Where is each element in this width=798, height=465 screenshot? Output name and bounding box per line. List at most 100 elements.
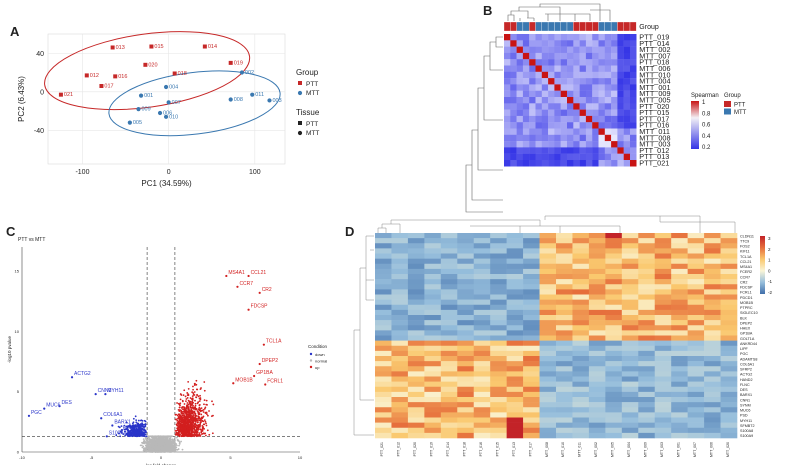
corr-cell [522, 109, 530, 117]
expression-cell [375, 268, 392, 275]
expression-cell [440, 315, 458, 321]
expression-cell [687, 371, 705, 377]
corr-cell [585, 65, 593, 72]
heatmap-d-row-label: ANKRD44 [740, 342, 757, 346]
expression-cell [473, 263, 491, 270]
expression-cell [572, 407, 590, 413]
expression-cell [490, 258, 507, 265]
expression-cell [440, 309, 458, 316]
corr-cell [522, 147, 530, 154]
corr-cell [592, 109, 599, 117]
corr-cell [504, 90, 511, 98]
expression-cell [440, 320, 458, 326]
expression-cell [539, 299, 557, 306]
expression-cell [424, 315, 442, 321]
corr-cell [611, 46, 618, 54]
corr-cell [548, 109, 555, 117]
corr-cell [567, 65, 574, 72]
expression-cell [539, 340, 557, 347]
expression-cell [605, 402, 623, 408]
corr-cell [504, 147, 511, 154]
volcano-point-normal [163, 450, 166, 453]
volcano-point-up [203, 423, 206, 426]
expression-cell [375, 371, 392, 377]
corr-cell [541, 90, 549, 98]
corr-cell [630, 71, 637, 79]
expression-cell [572, 289, 590, 295]
expression-cell [407, 274, 425, 280]
expression-cell [407, 361, 425, 367]
pca-point-ptt [149, 44, 154, 49]
expression-cell [490, 279, 507, 285]
expression-cell [539, 376, 557, 382]
expression-cell [588, 397, 606, 403]
expression-cell [391, 340, 409, 347]
volcano-point-normal [171, 444, 174, 447]
expression-cell [687, 422, 705, 429]
expression-cell [605, 279, 623, 285]
expression-cell [523, 366, 540, 372]
expression-cell [424, 243, 442, 249]
expression-cell [523, 376, 540, 382]
expression-cell [506, 386, 524, 393]
expression-cell [671, 299, 688, 306]
expression-cell [621, 335, 639, 341]
expression-cell [572, 299, 590, 306]
expression-cell [638, 361, 656, 367]
pca-x-axis-label: PC1 (34.59%) [141, 179, 192, 188]
corr-cell [541, 65, 549, 72]
expression-cell [391, 233, 409, 239]
expression-cell [704, 253, 721, 259]
corr-cell [630, 97, 637, 104]
corr-cell [604, 71, 612, 79]
expression-cell [375, 427, 392, 434]
spearman-colorbar [691, 101, 699, 149]
volcano-point-normal [181, 448, 184, 451]
expression-cell [539, 274, 557, 280]
corr-cell [560, 34, 568, 41]
expression-cell [704, 315, 721, 321]
corr-cell [585, 115, 593, 123]
pca-ptt-ellipse [44, 31, 251, 111]
corr-cell [611, 109, 618, 117]
expression-cell [490, 350, 507, 357]
expression-cell [473, 386, 491, 393]
corr-cell [611, 71, 618, 79]
volcano-point-normal [180, 440, 182, 443]
pca-point-ptt [228, 60, 233, 65]
expression-cell [621, 345, 639, 352]
expression-cell [638, 320, 656, 326]
expression-cell [457, 320, 475, 326]
corr-cell [504, 59, 511, 66]
expression-cell [407, 263, 425, 270]
corr-cell [535, 141, 542, 148]
corr-cell [604, 59, 612, 66]
corr-cell [567, 109, 574, 117]
corr-cell [592, 71, 599, 79]
expression-cell [457, 289, 475, 295]
expression-cell [490, 366, 507, 372]
expression-cell [572, 274, 590, 280]
expression-cell [375, 361, 392, 367]
corr-cell [592, 90, 599, 98]
expression-cell [407, 299, 425, 306]
expression-cell [588, 417, 606, 423]
corr-cell [579, 71, 587, 79]
pca-point-mtt [228, 97, 233, 102]
expression-cell [375, 356, 392, 362]
corr-cell [585, 109, 593, 117]
volcano-points [115, 379, 215, 453]
corr-cell [604, 153, 612, 161]
expression-cell [375, 304, 392, 311]
volcano-point-normal [153, 435, 156, 438]
expression-cell [539, 309, 557, 316]
expression-cell [687, 279, 705, 285]
expression-cell [572, 279, 590, 285]
expression-cell [424, 340, 442, 347]
volcano-point-up [204, 420, 207, 423]
expression-cell [687, 253, 705, 259]
corr-cell [510, 122, 517, 129]
expression-cell [523, 412, 540, 418]
expression-cell [457, 238, 475, 244]
